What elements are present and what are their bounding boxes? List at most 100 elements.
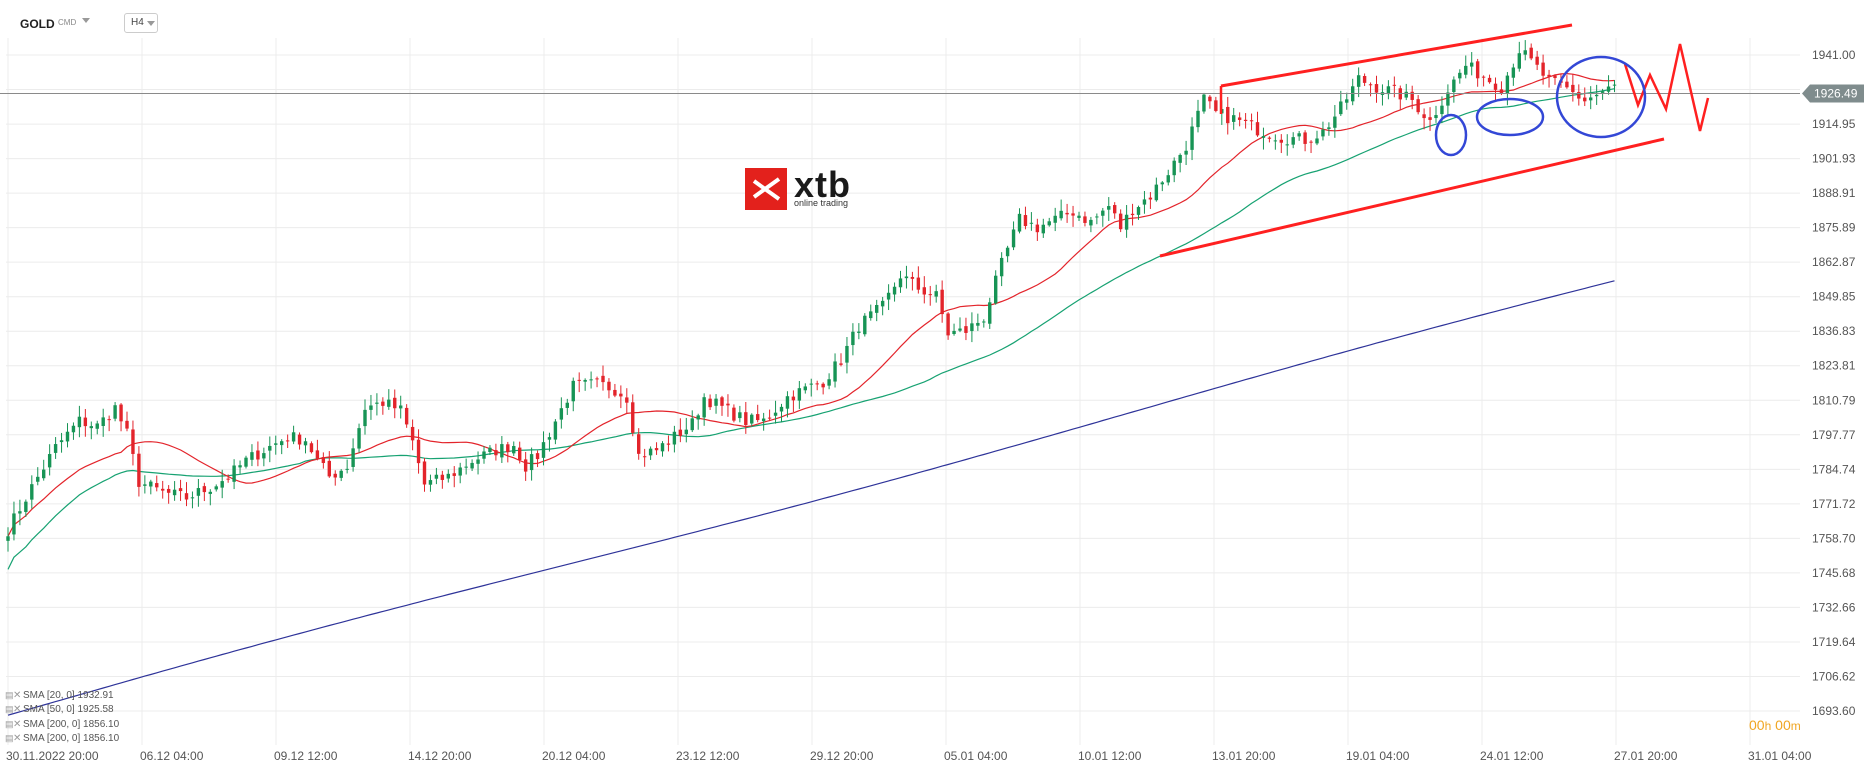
candle-body [601,375,605,383]
candle-body [1505,75,1510,94]
candle-body [1303,132,1307,144]
candle-body [1190,126,1194,150]
candle-body [387,399,391,407]
price-tag-text: 1926.49 [1814,86,1858,100]
candle-body [476,459,480,464]
legend-sma20[interactable]: ▤✕ SMA [20, 0] 1932.91 [5,690,119,704]
legend-sma50-label: SMA [50, 0] 1925.58 [23,704,114,716]
drawing-annotations[interactable] [1159,23,1710,258]
candle-body [1208,96,1212,102]
candle-body [297,434,302,445]
candle-body [625,397,629,403]
candle-body [589,379,593,381]
legend-sma200[interactable]: ▤✕ SMA [200, 0] 1856.10 [5,719,119,733]
legend-sma200b-label: SMA [200, 0] 1856.10 [23,732,120,744]
candle-body [1470,62,1474,67]
candle-body [845,345,849,363]
symbol-type: CMD [58,18,77,27]
candle-body [1535,56,1539,65]
settings-icon[interactable]: ▤ [5,704,14,715]
timeframe-select[interactable]: H4 [124,13,158,33]
legend-sma200b[interactable]: ▤✕ SMA [200, 0] 1856.10 [5,733,119,747]
candle-body [1148,197,1153,200]
candle-body [994,275,998,304]
candle-body [256,450,260,460]
candle-body [1499,89,1504,94]
candle-body [303,441,308,446]
candle-body [684,429,688,435]
candle-body [1422,114,1426,119]
candle-body [446,473,450,479]
candle-body [1493,83,1498,90]
candle-body [1172,160,1176,176]
candle-body [999,257,1004,277]
symbol-name[interactable]: GOLD [20,17,55,31]
close-icon[interactable]: ✕ [13,718,22,730]
candle-body [1041,224,1045,234]
timeframe-value: H4 [131,17,144,28]
candle-body [1279,139,1283,143]
countdown-hours: 00 [1749,717,1765,733]
candle-body [196,488,201,496]
candle-body [440,474,445,480]
candle-body [1600,91,1605,93]
candle-body [809,383,813,385]
candle-body [1166,175,1170,183]
candle-body [482,451,486,459]
y-tick-label: 1810.79 [1812,393,1856,407]
candle-body [155,483,159,488]
candle-body [1315,138,1319,144]
candle-body [1214,100,1218,111]
candle-body [381,401,385,406]
candle-body [744,412,748,426]
candle-body [47,454,52,468]
candle-body [1083,216,1087,223]
candle-body [922,287,926,295]
candle-body [285,440,290,442]
candle-body [1481,76,1486,78]
candle-body [434,474,439,479]
candle-body [83,417,88,427]
candle-body [851,331,855,346]
candle-body [190,497,195,499]
candle-body [53,444,58,453]
close-icon[interactable]: ✕ [13,732,22,744]
settings-icon[interactable]: ▤ [5,718,14,729]
candle-body [1404,91,1408,98]
candle-body [952,330,956,335]
candle-body [149,481,153,487]
candle-body [756,414,760,421]
candle-body [660,443,665,452]
candlesticks [6,40,1617,552]
candle-body [399,405,403,409]
candle-body [172,489,177,496]
candle-body [1374,84,1379,93]
candle-body [875,305,879,313]
settings-icon[interactable]: ▤ [5,732,14,743]
candle-body [1428,117,1432,120]
settings-icon[interactable]: ▤ [5,690,14,700]
close-icon[interactable]: ✕ [13,690,22,701]
candle-body [1583,97,1587,102]
candle-body [672,431,677,445]
candle-body [363,409,367,427]
candle-body [125,420,129,429]
candle-body [702,397,706,418]
y-tick-label: 1862.87 [1812,255,1856,269]
candle-body [6,536,10,541]
legend-sma50[interactable]: ▤✕ SMA [50, 0] 1925.58 [5,704,119,718]
candle-body [970,323,974,332]
candle-body [1434,115,1438,119]
y-tick-label: 1719.64 [1812,635,1856,649]
candle-body [1071,213,1075,216]
close-icon[interactable]: ✕ [13,704,22,716]
candle-body [107,419,111,421]
candle-body [1101,210,1105,216]
candle-body [1107,206,1111,210]
candle-body [1464,65,1468,75]
symbol-dropdown-icon[interactable] [82,18,90,23]
candle-body [18,511,22,514]
candle-body [71,425,76,433]
candle-body [464,466,468,468]
